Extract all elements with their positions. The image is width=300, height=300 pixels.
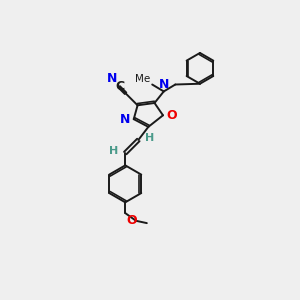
Text: N: N xyxy=(107,72,118,85)
Text: C: C xyxy=(115,80,124,93)
Text: H: H xyxy=(145,133,154,142)
Text: N: N xyxy=(159,78,169,91)
Text: N: N xyxy=(120,113,131,126)
Text: O: O xyxy=(167,109,178,122)
Text: Me: Me xyxy=(135,74,151,84)
Text: H: H xyxy=(109,146,118,156)
Text: O: O xyxy=(127,214,137,227)
